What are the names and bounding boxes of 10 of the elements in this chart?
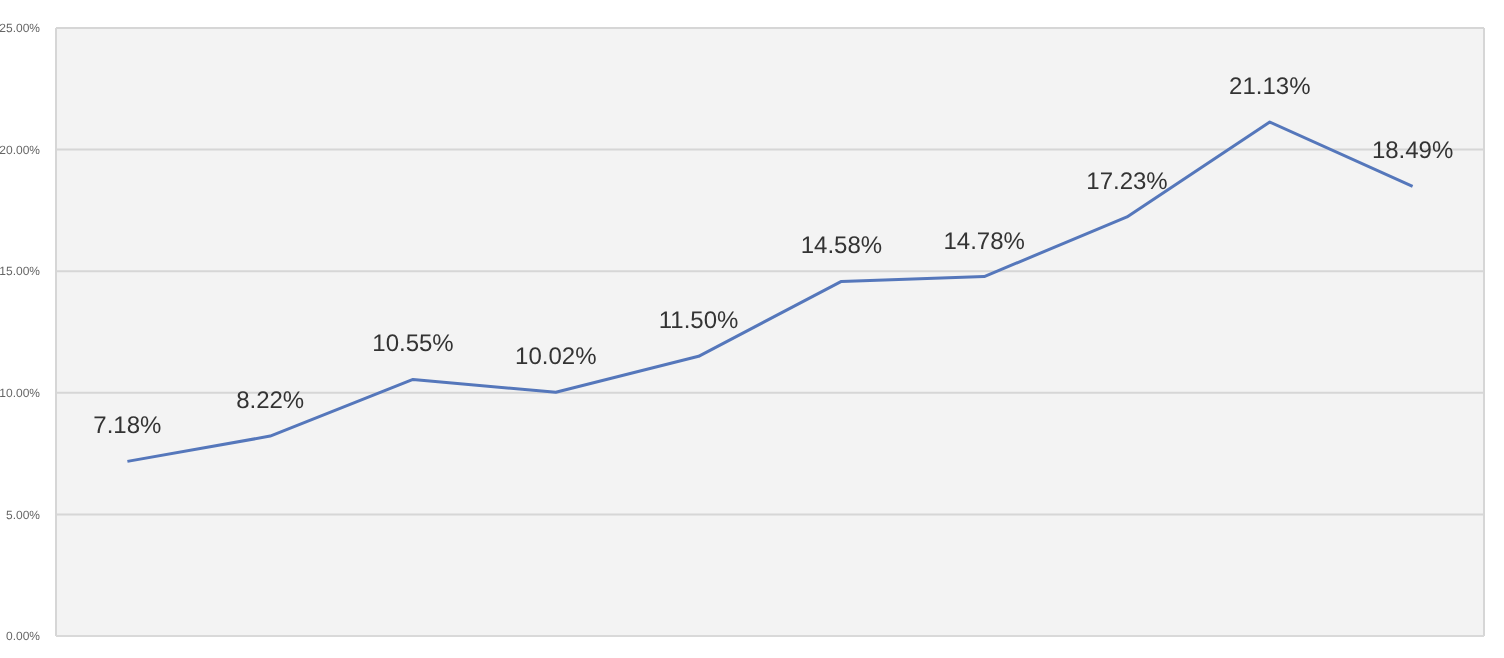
data-label: 8.22% — [236, 386, 305, 415]
data-label: 18.49% — [1371, 136, 1454, 165]
data-label: 14.78% — [943, 226, 1026, 255]
data-label: 10.02% — [515, 342, 598, 371]
data-label: 21.13% — [1229, 72, 1312, 101]
data-label: 10.55% — [372, 329, 455, 358]
data-label: 11.50% — [658, 306, 740, 335]
data-label: 14.58% — [800, 231, 883, 260]
data-label: 17.23% — [1086, 166, 1169, 195]
data-label: 7.18% — [93, 411, 163, 440]
